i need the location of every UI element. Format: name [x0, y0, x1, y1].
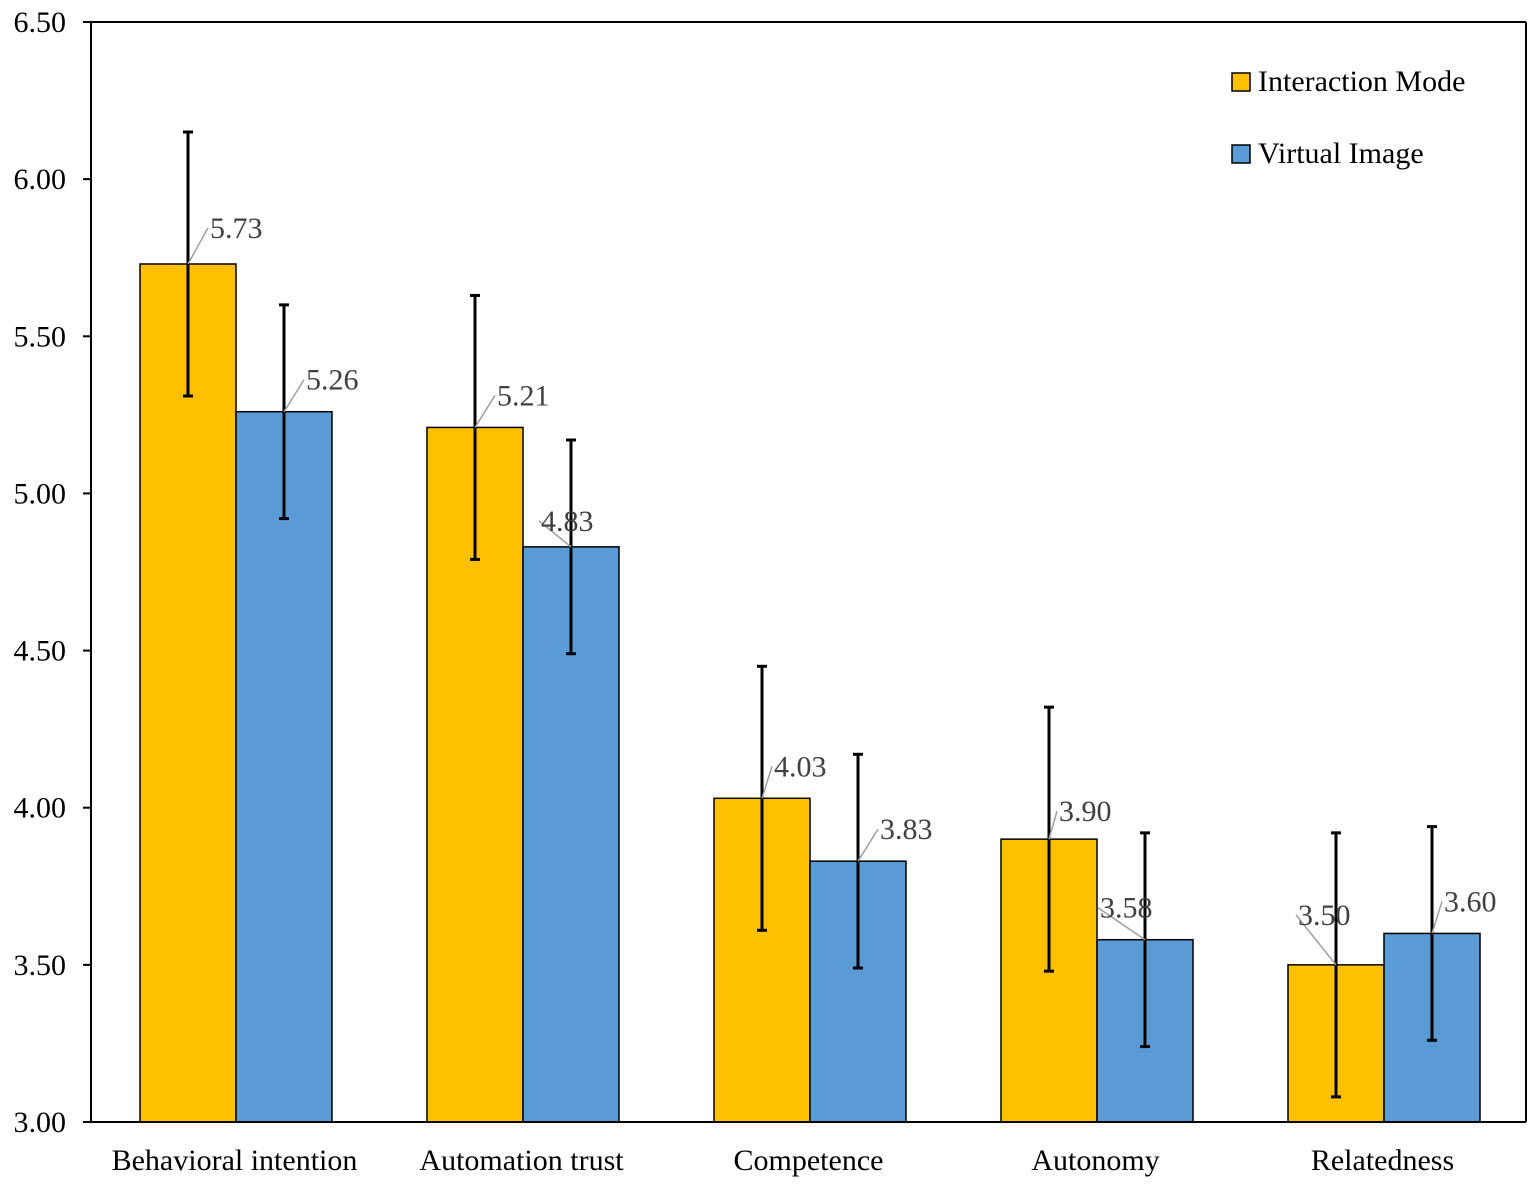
leader-line-1-2 — [857, 828, 879, 862]
y-tick-label-6: 6.00 — [14, 163, 67, 196]
x-tick-label-2: Competence — [734, 1144, 884, 1177]
value-label-0-3: 3.90 — [1059, 795, 1112, 828]
leader-line-0-0 — [187, 227, 209, 265]
y-tick-label-1: 3.50 — [14, 949, 67, 982]
value-label-1-3: 3.58 — [1100, 892, 1153, 925]
y-tick-label-7: 6.50 — [14, 6, 67, 39]
y-tick-label-3: 4.50 — [14, 635, 67, 668]
leader-line-1-1 — [538, 520, 572, 548]
leader-line-0-4 — [1295, 914, 1337, 966]
y-tick-label-0: 3.00 — [14, 1106, 67, 1139]
y-tick-label-2: 4.00 — [14, 792, 67, 825]
x-tick-label-1: Automation trust — [419, 1144, 624, 1177]
leader-line-1-4 — [1431, 901, 1443, 934]
y-tick-label-5: 5.50 — [14, 320, 67, 353]
x-tick-label-4: Relatedness — [1311, 1144, 1454, 1177]
leader-line-1-0 — [283, 379, 305, 413]
legend-swatch-0 — [1231, 72, 1251, 92]
x-tick-label-0: Behavioral intention — [112, 1144, 358, 1177]
bar-virtual-image-0 — [235, 410, 333, 1123]
value-label-1-1: 4.83 — [541, 505, 594, 538]
value-labels-layer: 5.73 5.26 5.21 4.83 4.03 3.83 3.90 3.58 3.50 3.60 — [187, 212, 1497, 966]
legend-label-0: Interaction Mode — [1258, 65, 1465, 98]
leader-line-0-1 — [474, 395, 496, 428]
bar-interaction-mode-0 — [139, 263, 237, 1123]
legend-label-1: Virtual Image — [1258, 137, 1424, 170]
value-label-0-2: 4.03 — [774, 750, 827, 783]
leader-line-0-2 — [761, 766, 773, 799]
value-label-1-2: 3.83 — [880, 813, 933, 846]
value-label-0-1: 5.21 — [497, 379, 550, 412]
legend-swatch-1 — [1231, 144, 1251, 164]
y-tick-label-4: 5.00 — [14, 477, 67, 510]
value-label-0-4: 3.50 — [1298, 899, 1351, 932]
leader-line-0-3 — [1048, 810, 1058, 840]
value-label-1-4: 3.60 — [1444, 885, 1497, 918]
value-label-1-0: 5.26 — [306, 364, 359, 397]
leader-line-1-3 — [1097, 907, 1146, 941]
value-label-0-0: 5.73 — [210, 212, 263, 245]
x-tick-label-3: Autonomy — [1031, 1144, 1159, 1177]
legend: Interaction Mode Virtual Image — [1231, 65, 1465, 170]
axes-layer: Behavioral intention Automation trust Comp… — [14, 6, 1527, 1177]
